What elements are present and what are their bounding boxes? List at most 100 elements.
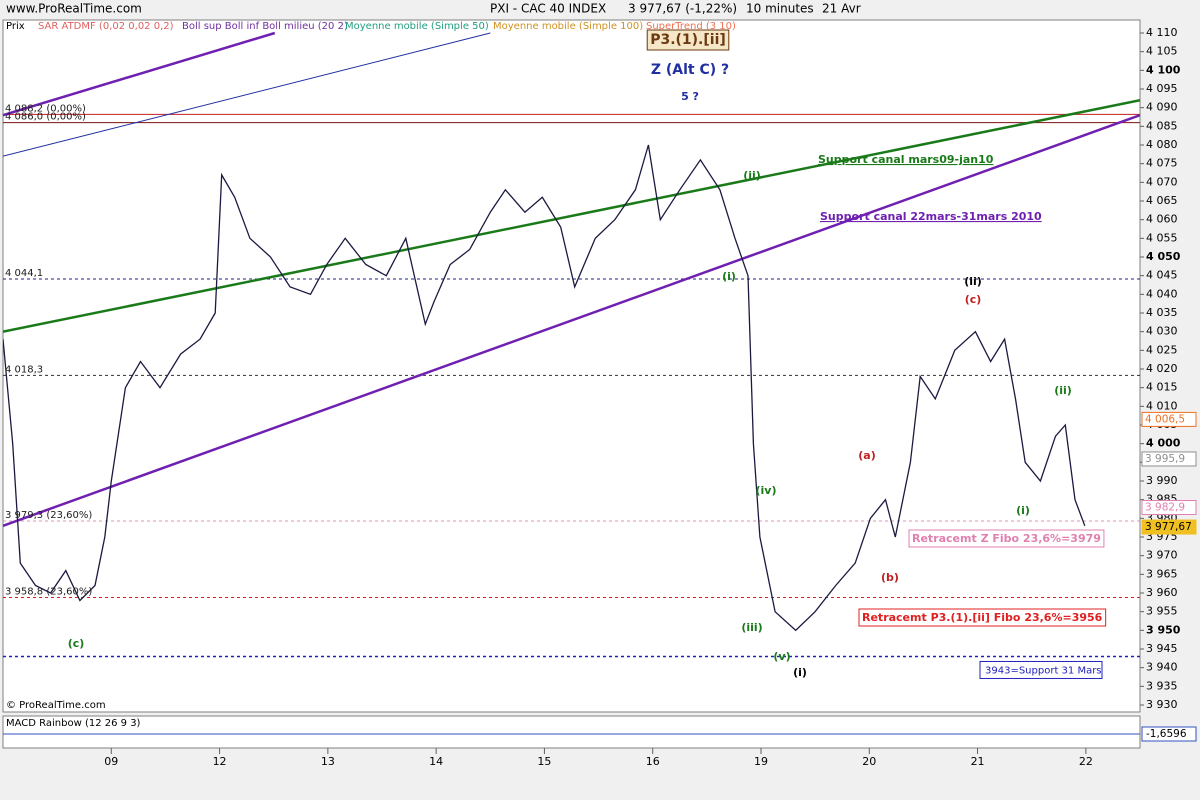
legend-entry: Moyenne mobile (Simple 50) <box>345 21 489 32</box>
annotation: (c) <box>965 293 982 306</box>
annotation: (ii) <box>1054 384 1072 397</box>
y-tick-label: 4 065 <box>1146 194 1178 207</box>
legend-entry: Moyenne mobile (Simple 100) <box>493 21 643 32</box>
y-tick-label: 4 010 <box>1146 399 1178 412</box>
annotation: (iii) <box>741 621 762 634</box>
legend-entry: SAR ATDMF (0,02 0,02 0,2) <box>38 21 174 32</box>
level-label-box <box>979 660 1103 679</box>
y-tick-label: 4 105 <box>1146 45 1178 58</box>
trendline-label: Support canal 22mars-31mars 2010 <box>820 210 1042 223</box>
annotation: (i) <box>1016 504 1030 517</box>
y-tick-label: 3 970 <box>1146 549 1178 562</box>
annotation: (c) <box>68 637 85 650</box>
y-tick-label: 4 025 <box>1146 343 1178 356</box>
price-tag-label: 4 006,5 <box>1145 413 1185 425</box>
y-tick-label: 4 000 <box>1146 437 1181 450</box>
annotation: (b) <box>881 571 899 584</box>
y-tick-label: 4 045 <box>1146 269 1178 282</box>
level-label: 4 086,0 (0,00%) <box>5 112 86 123</box>
x-tick-label: 09 <box>104 755 118 768</box>
y-tick-label: 4 055 <box>1146 231 1178 244</box>
y-tick-label: 3 950 <box>1146 623 1181 636</box>
y-tick-label: 3 960 <box>1146 586 1178 599</box>
level-label: 4 044,1 <box>5 268 43 279</box>
y-tick-label: 4 060 <box>1146 213 1178 226</box>
macd-title: MACD Rainbow (12 26 9 3) <box>6 718 141 729</box>
y-tick-label: 4 085 <box>1146 119 1178 132</box>
copyright: © ProRealTime.com <box>6 700 106 711</box>
y-tick-label: 4 100 <box>1146 63 1181 76</box>
annotation: P3.(1).[ii] <box>650 32 726 48</box>
x-tick-label: 12 <box>213 755 227 768</box>
y-tick-label: 3 940 <box>1146 661 1178 674</box>
y-tick-label: 4 015 <box>1146 381 1178 394</box>
y-tick-label: 4 035 <box>1146 306 1178 319</box>
level-label: 3 958,8 (23,60%) <box>5 586 92 597</box>
y-tick-label: 4 080 <box>1146 138 1178 151</box>
annotation-box <box>908 529 1105 548</box>
annotation: (i) <box>722 270 736 283</box>
legend-entry: Boll sup Boll inf Boll milieu (20 2) <box>182 21 348 32</box>
annotation: (i) <box>793 666 807 679</box>
y-tick-label: 4 110 <box>1146 26 1178 39</box>
y-tick-label: 3 990 <box>1146 474 1178 487</box>
instrument: PXI - CAC 40 INDEX <box>490 2 606 16</box>
site: www.ProRealTime.com <box>6 2 142 16</box>
y-tick-label: 4 090 <box>1146 101 1178 114</box>
price-tag-label: 3 977,67 <box>1145 521 1192 533</box>
x-tick-label: 13 <box>321 755 335 768</box>
y-tick-label: 3 945 <box>1146 642 1178 655</box>
annotation: (v) <box>773 650 790 663</box>
annotation-box <box>858 608 1107 627</box>
level-label: 4 088,2 (0,00%) <box>5 103 86 114</box>
macd-value: -1,6596 <box>1146 728 1187 740</box>
y-tick-label: 3 955 <box>1146 605 1178 618</box>
price-tag-label: 3 995,9 <box>1145 453 1185 465</box>
trendline-label: Support canal mars09-jan10 <box>818 153 994 166</box>
price-tag <box>1141 451 1197 467</box>
annotation-box <box>646 29 730 51</box>
macd-panel <box>2 715 1141 749</box>
trendline <box>3 32 491 157</box>
price-tag <box>1141 519 1197 535</box>
price-tag <box>1141 500 1197 516</box>
date: 21 Avr <box>822 2 861 16</box>
macd-value-tag <box>1141 726 1197 742</box>
x-tick-label: 14 <box>429 755 443 768</box>
x-tick-label: 21 <box>971 755 985 768</box>
y-tick-label: 4 075 <box>1146 157 1178 170</box>
annotation: (iv) <box>756 484 777 497</box>
plot-area <box>2 19 1141 713</box>
y-tick-label: 3 965 <box>1146 567 1178 580</box>
price-tag <box>1141 411 1197 427</box>
price-tag-label: 3 982,9 <box>1145 502 1185 514</box>
annotation: Retracemt Z Fibo 23,6%=3979 <box>912 532 1101 545</box>
x-tick-label: 15 <box>537 755 551 768</box>
legend-entry: SuperTrend (3 10) <box>646 21 736 32</box>
x-tick-label: 16 <box>646 755 660 768</box>
trendline <box>3 31 276 117</box>
annotation: (ii) <box>964 275 982 288</box>
y-tick-label: 4 020 <box>1146 362 1178 375</box>
level-label: 3 979,3 (23,60%) <box>5 510 92 521</box>
y-tick-label: 3 935 <box>1146 679 1178 692</box>
y-tick-label: 4 050 <box>1146 250 1181 263</box>
annotation: 5 ? <box>681 90 699 103</box>
trendline <box>3 113 1140 527</box>
trendline <box>3 98 1140 333</box>
x-tick-label: 22 <box>1079 755 1093 768</box>
level-label: 4 018,3 <box>5 364 43 375</box>
annotation: (ii) <box>743 169 761 182</box>
y-tick-label: 4 070 <box>1146 175 1178 188</box>
price-line <box>3 144 1086 632</box>
level-label: 3943=Support 31 Mars <box>985 665 1102 676</box>
annotation: Z (Alt C) ? <box>651 62 729 78</box>
interval: 10 minutes <box>746 2 814 16</box>
y-tick-label: 4 040 <box>1146 287 1178 300</box>
y-tick-label: 4 095 <box>1146 82 1178 95</box>
legend-entry: Prix <box>6 21 25 32</box>
y-tick-label: 4 030 <box>1146 325 1178 338</box>
x-tick-label: 20 <box>862 755 876 768</box>
y-tick-label: 3 930 <box>1146 698 1178 711</box>
